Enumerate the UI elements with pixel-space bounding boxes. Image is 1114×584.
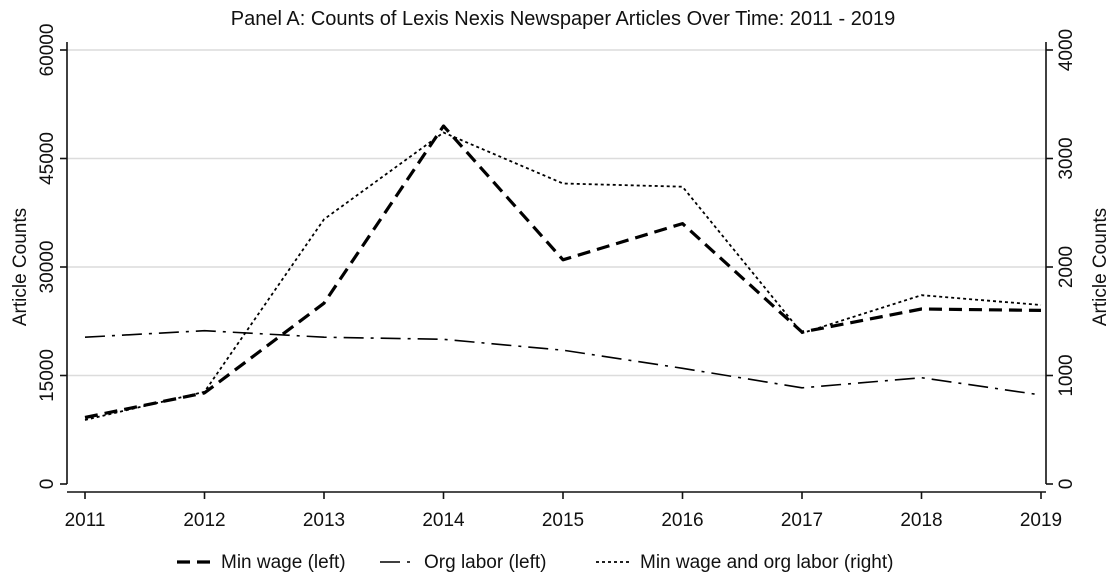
y-left-tick-label: 60000 [37,24,58,77]
y-right-tick-label: 2000 [1056,246,1077,288]
x-tick-label: 2015 [542,510,584,531]
grid-layer [67,49,1046,377]
series-line [84,124,1042,420]
y-left-tick-label: 0 [37,479,58,490]
chart-title: Panel A: Counts of Lexis Nexis Newspaper… [231,8,895,30]
legend-label: Org labor (left) [424,552,546,573]
x-tick-label: 2011 [65,510,106,531]
y-right-tick-label: 0 [1056,479,1077,490]
x-tick-label: 2018 [900,510,942,531]
y-left-tick-label: 30000 [37,241,58,294]
x-tick-label: 2012 [183,510,225,531]
x-tick-label: 2016 [661,510,703,531]
x-tick-label: 2014 [422,510,465,531]
y-right-tick-label: 4000 [1056,29,1077,71]
axes-layer: 0 15000 30000 45000 60000 0 1000 2000 3000 4000 20… [37,24,1077,531]
x-tick-label: 2017 [781,510,823,531]
y-right-tick-label: 1000 [1056,354,1077,396]
legend-label: Min wage (left) [221,552,346,573]
x-tick-label: 2013 [303,510,345,531]
y-left-tick-label: 15000 [37,349,58,402]
series-layer [84,124,1042,421]
x-tick-label: 2019 [1020,510,1062,531]
y-axis-right-label: Article Counts [1090,208,1111,326]
y-left-tick-label: 45000 [37,132,58,185]
y-right-tick-label: 3000 [1056,137,1077,179]
series-line [84,329,1042,396]
legend: Min wage (left) Org labor (left) Min wage … [177,552,893,573]
y-axis-left-label: Article Counts [10,208,31,326]
legend-label: Min wage and org labor (right) [640,552,893,573]
series-line [84,131,1042,421]
